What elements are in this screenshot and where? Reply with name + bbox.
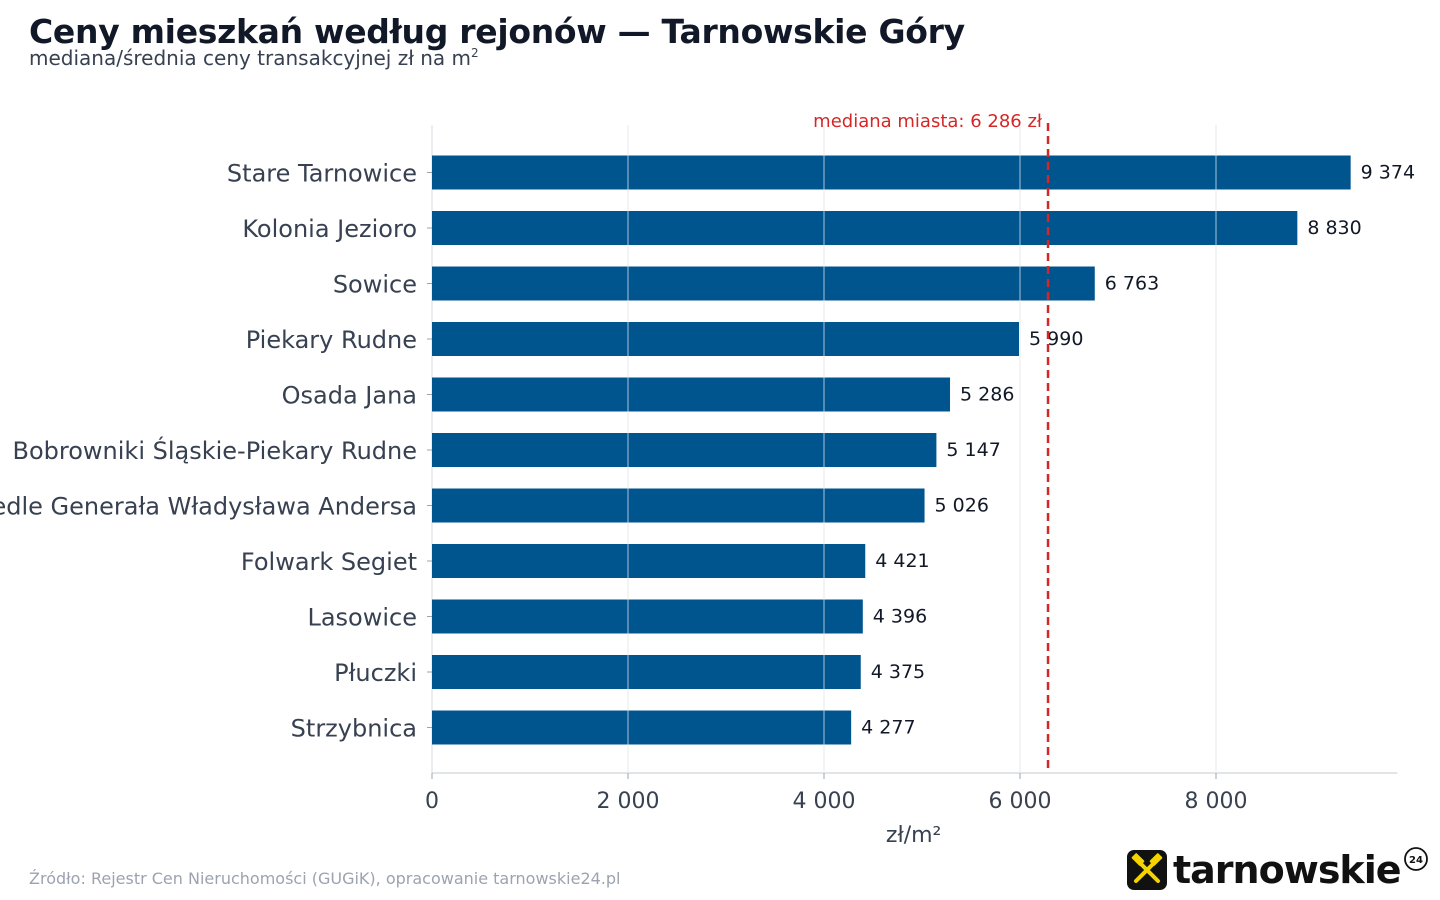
x-tick-label: 4 000 bbox=[793, 789, 856, 814]
category-label: Bobrowniki Śląskie-Piekary Rudne bbox=[13, 435, 418, 465]
bar bbox=[432, 655, 861, 689]
logo-wordmark: tarnowskie bbox=[1173, 848, 1401, 892]
subtitle-text: mediana/średnia ceny transakcyjnej zł na… bbox=[29, 46, 472, 70]
category-label: Osiedle Generała Władysława Andersa bbox=[0, 493, 417, 521]
value-label: 4 277 bbox=[861, 717, 915, 739]
svg-text:24: 24 bbox=[1409, 855, 1423, 866]
category-label: Lasowice bbox=[307, 604, 417, 632]
value-label: 4 375 bbox=[871, 661, 925, 683]
x-tick-label: 2 000 bbox=[597, 789, 660, 814]
bar bbox=[432, 322, 1020, 356]
category-label: Piekary Rudne bbox=[246, 326, 417, 354]
subtitle-superscript: 2 bbox=[471, 46, 479, 60]
bar bbox=[432, 544, 866, 578]
value-label: 5 147 bbox=[946, 439, 1000, 461]
bar bbox=[432, 710, 852, 745]
value-label: 4 421 bbox=[875, 550, 929, 572]
logo-badge-24: 24 bbox=[1403, 847, 1428, 871]
value-label: 9 374 bbox=[1361, 162, 1415, 184]
category-label: Płuczki bbox=[334, 659, 417, 687]
x-tick-label: 6 000 bbox=[989, 789, 1052, 814]
brand-logo[interactable]: tarnowskie 24 bbox=[1127, 847, 1429, 892]
bar bbox=[432, 433, 937, 467]
category-label: Stare Tarnowice bbox=[227, 160, 417, 188]
value-label: 6 763 bbox=[1105, 273, 1159, 295]
median-label: mediana miasta: 6 286 zł bbox=[813, 111, 1043, 132]
value-label: 5 286 bbox=[960, 384, 1014, 406]
category-label: Osada Jana bbox=[282, 382, 417, 410]
value-label: 4 396 bbox=[873, 606, 927, 628]
value-label: 5 990 bbox=[1029, 328, 1083, 350]
value-label: 8 830 bbox=[1307, 217, 1361, 239]
category-label: Kolonia Jezioro bbox=[242, 215, 417, 243]
chart-title: Ceny mieszkań według rejonów — Tarnowski… bbox=[29, 12, 965, 51]
chart-subtitle: mediana/średnia ceny transakcyjnej zł na… bbox=[29, 46, 479, 70]
bar bbox=[432, 377, 951, 412]
source-note: Źródło: Rejestr Cen Nieruchomości (GUGiK… bbox=[29, 869, 621, 888]
crossed-hammers-icon bbox=[1127, 850, 1167, 890]
x-axis-label: zł/m² bbox=[886, 823, 941, 848]
bar bbox=[432, 488, 925, 523]
category-label: Strzybnica bbox=[291, 715, 417, 743]
bar bbox=[432, 155, 1351, 190]
value-label: 5 026 bbox=[935, 495, 989, 517]
x-tick-label: 8 000 bbox=[1185, 789, 1248, 814]
x-tick-label: 0 bbox=[425, 789, 439, 814]
bar bbox=[432, 266, 1095, 301]
bar bbox=[432, 211, 1298, 245]
bar-chart: Stare Tarnowice Kolonia Jezioro Sowice Piek… bbox=[0, 111, 1415, 848]
category-label: Sowice bbox=[333, 271, 417, 299]
category-label: Folwark Segiet bbox=[241, 548, 417, 576]
bar bbox=[432, 599, 863, 634]
